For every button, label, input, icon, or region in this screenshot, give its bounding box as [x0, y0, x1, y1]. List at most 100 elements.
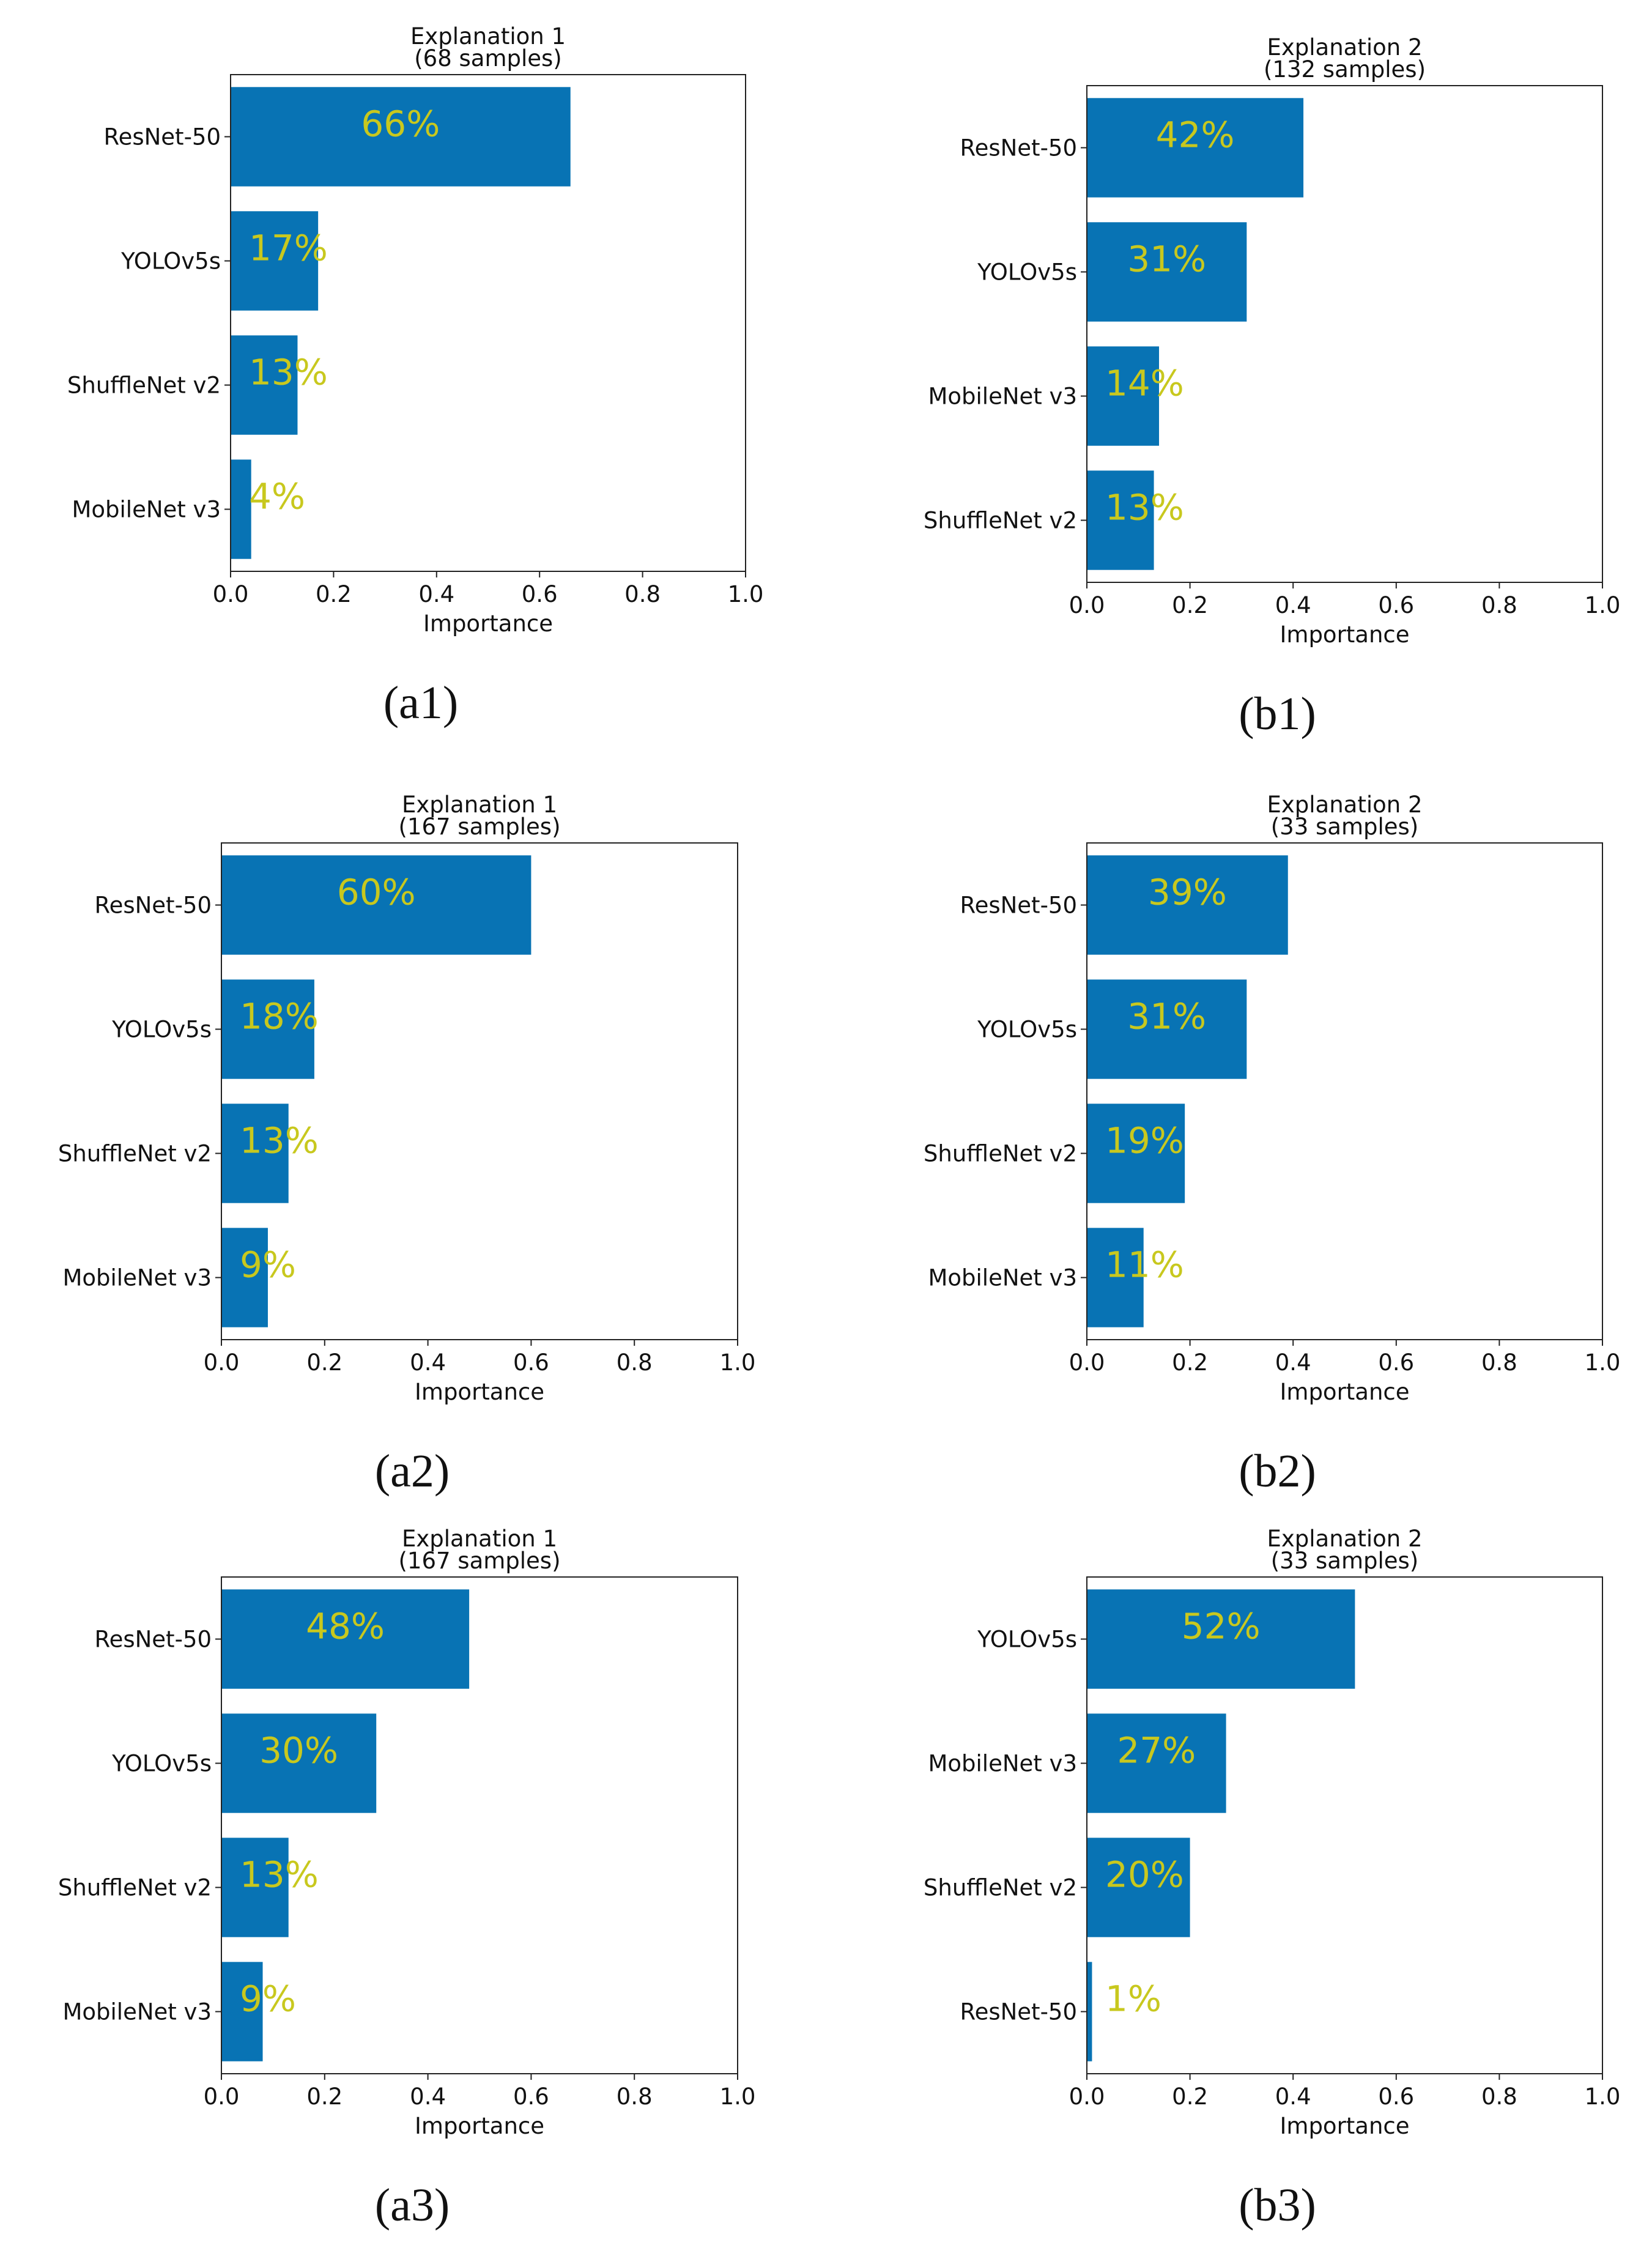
bar-value-label: 42% [1156, 114, 1235, 155]
x-tick-label: 1.0 [728, 581, 764, 607]
x-axis-label: Importance [1280, 622, 1409, 648]
category-label: ShuffleNet v2 [924, 1875, 1077, 1901]
category-label: ShuffleNet v2 [924, 508, 1077, 534]
bar-value-label: 11% [1105, 1244, 1184, 1285]
bar [1087, 979, 1247, 1079]
bar [1087, 346, 1160, 446]
bar-value-label: 31% [1127, 995, 1206, 1037]
chart-subtitle: (167 samples) [398, 814, 560, 840]
bar-value-label: 13% [240, 1853, 319, 1895]
chart-panel: Explanation 1(167 samples) ResNet-50 YOLOv… [58, 1526, 756, 2231]
x-tick-label: 0.0 [204, 1349, 240, 1376]
bar [231, 211, 319, 311]
bar [1087, 1962, 1092, 2061]
bar [221, 855, 532, 955]
x-tick-label: 0.0 [1069, 2083, 1105, 2110]
category-label: ResNet-50 [104, 124, 221, 150]
x-tick-label: 0.6 [522, 581, 558, 607]
x-tick-label: 0.8 [617, 1349, 653, 1376]
bar-value-label: 60% [337, 871, 416, 913]
x-tick-label: 1.0 [1585, 592, 1621, 618]
category-label: YOLOv5s [977, 259, 1077, 286]
x-tick-label: 1.0 [720, 1349, 756, 1376]
chart-subtitle: (33 samples) [1271, 1548, 1419, 1574]
category-label: YOLOv5s [111, 1751, 212, 1777]
chart-panel: Explanation 1(68 samples) ResNet-50 YOLOv5… [67, 23, 764, 729]
category-label: ResNet-50 [960, 892, 1077, 919]
bar-value-label: 27% [1117, 1729, 1196, 1771]
x-tick-label: 0.8 [624, 581, 661, 607]
category-label: MobileNet v3 [928, 1265, 1077, 1291]
x-tick-label: 1.0 [1585, 1349, 1621, 1376]
x-tick-label: 0.4 [1275, 592, 1311, 618]
plot-frame [221, 1576, 738, 2074]
x-tick-label: 0.0 [1069, 592, 1105, 618]
category-label: MobileNet v3 [72, 497, 221, 523]
panel-caption: (a2) [375, 1445, 450, 1497]
category-label: YOLOv5s [111, 1017, 212, 1043]
category-label: MobileNet v3 [928, 1751, 1077, 1777]
bar-value-label: 13% [240, 1119, 319, 1161]
chart-panel: Explanation 2(33 samples) ResNet-50 YOLOv5… [924, 792, 1621, 1497]
x-tick-label: 0.8 [1481, 1349, 1517, 1376]
chart-subtitle: (167 samples) [398, 1548, 560, 1574]
bar [1087, 470, 1154, 570]
x-tick-label: 0.4 [410, 2083, 446, 2110]
category-label: ResNet-50 [960, 135, 1077, 161]
bar-value-label: 18% [240, 995, 319, 1037]
x-tick-label: 0.2 [306, 2083, 343, 2110]
x-tick-label: 0.6 [513, 1349, 549, 1376]
chart-panel: Explanation 2(33 samples) YOLOv5s MobileNe… [924, 1526, 1621, 2231]
plot-frame [230, 74, 746, 572]
bar [1087, 1713, 1226, 1813]
chart-title: Explanation 2 [1267, 34, 1422, 61]
bar [221, 1838, 289, 1937]
panel-caption: (b2) [1239, 1445, 1316, 1497]
x-axis-label: Importance [423, 610, 553, 637]
panel-caption: (a3) [375, 2180, 450, 2231]
panel-caption: (b1) [1239, 688, 1316, 740]
bar-value-label: 9% [240, 1978, 296, 2019]
chart-title: Explanation 2 [1267, 792, 1422, 818]
chart-title: Explanation 1 [410, 23, 566, 50]
bar [221, 1713, 377, 1813]
x-tick-label: 0.2 [1172, 1349, 1208, 1376]
bar [221, 1104, 289, 1203]
bar-value-label: 48% [306, 1605, 385, 1647]
x-tick-label: 0.4 [1275, 1349, 1311, 1376]
bar-value-label: 4% [249, 475, 305, 517]
bar [231, 459, 251, 559]
x-tick-label: 0.6 [513, 2083, 549, 2110]
bar-value-label: 39% [1148, 871, 1227, 913]
category-label: ResNet-50 [95, 892, 212, 919]
bar-value-label: 52% [1182, 1605, 1261, 1647]
bar-value-label: 31% [1127, 238, 1206, 280]
x-tick-label: 0.0 [204, 2083, 240, 2110]
category-label: YOLOv5s [977, 1627, 1077, 1653]
bar-value-label: 66% [361, 103, 440, 144]
x-tick-label: 1.0 [720, 2083, 756, 2110]
x-tick-label: 0.8 [617, 2083, 653, 2110]
x-axis-label: Importance [1280, 2113, 1409, 2139]
x-tick-label: 0.6 [1378, 592, 1414, 618]
bar-value-label: 19% [1105, 1119, 1184, 1161]
category-label: MobileNet v3 [62, 1999, 212, 2025]
bar [221, 1589, 470, 1689]
bar-value-label: 20% [1105, 1853, 1184, 1895]
bar [231, 335, 298, 435]
category-label: ShuffleNet v2 [67, 373, 221, 399]
bar [231, 87, 571, 187]
bar-value-label: 17% [249, 227, 328, 269]
x-axis-label: Importance [1280, 1379, 1409, 1405]
x-tick-label: 0.6 [1378, 1349, 1414, 1376]
x-axis-label: Importance [415, 1379, 544, 1405]
chart-title: Explanation 1 [402, 792, 557, 818]
category-label: ShuffleNet v2 [58, 1141, 212, 1167]
category-label: YOLOv5s [120, 248, 221, 275]
x-tick-label: 1.0 [1585, 2083, 1621, 2110]
bar [221, 1228, 268, 1327]
bar [1087, 1228, 1144, 1327]
category-label: ResNet-50 [95, 1627, 212, 1653]
chart-panel: Explanation 1(167 samples) ResNet-50 YOLOv… [58, 792, 756, 1497]
